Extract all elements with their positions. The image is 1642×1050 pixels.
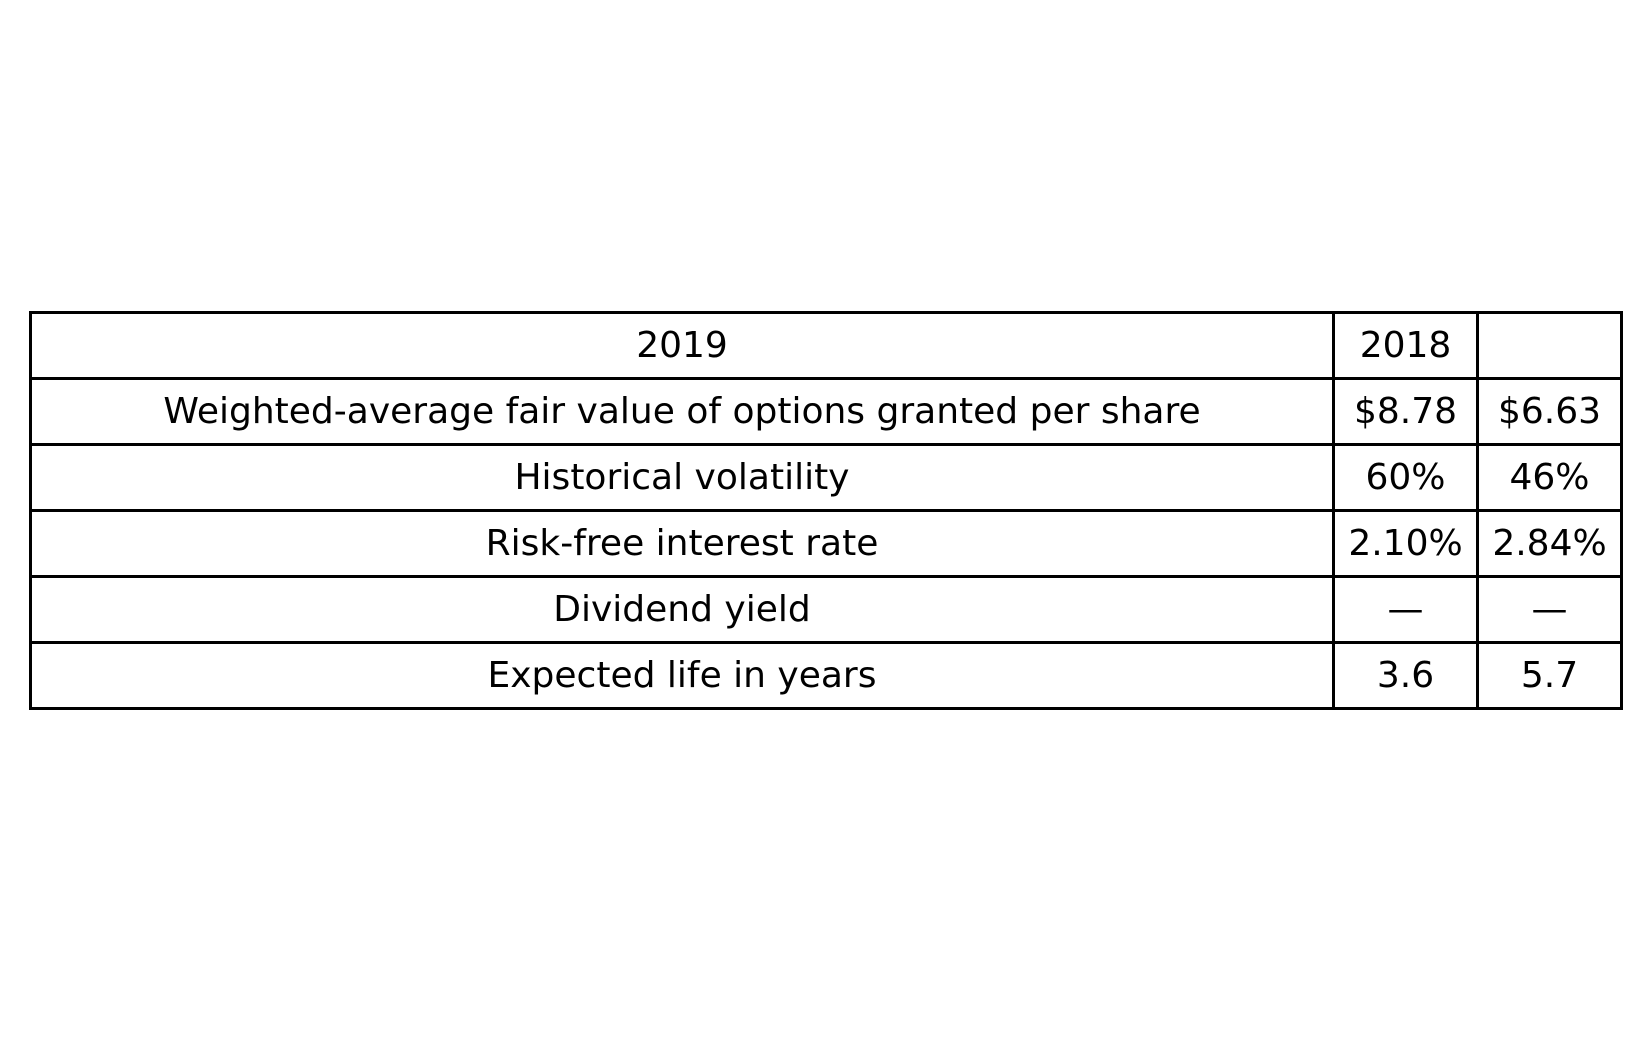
table-header-row: 2019 2018	[29, 311, 1623, 380]
table-row: Weighted-average fair value of options g…	[29, 377, 1623, 446]
table-row: Expected life in years 3.6 5.7	[29, 641, 1623, 710]
row-label-cell: Expected life in years	[29, 641, 1335, 710]
row-label-cell: Historical volatility	[29, 443, 1335, 512]
value-cell: $8.78	[1332, 377, 1479, 446]
table-row: Dividend yield — —	[29, 575, 1623, 644]
value-cell: 2.84%	[1476, 509, 1623, 578]
value-cell: 60%	[1332, 443, 1479, 512]
data-table: 2019 2018 Weighted-average fair value of…	[29, 311, 1623, 710]
header-cell	[1476, 311, 1623, 380]
table-row: Historical volatility 60% 46%	[29, 443, 1623, 512]
data-table-container: 2019 2018 Weighted-average fair value of…	[29, 311, 1623, 710]
header-cell: 2018	[1332, 311, 1479, 380]
value-cell: 2.10%	[1332, 509, 1479, 578]
row-label-cell: Weighted-average fair value of options g…	[29, 377, 1335, 446]
row-label-cell: Risk-free interest rate	[29, 509, 1335, 578]
value-cell: $6.63	[1476, 377, 1623, 446]
row-label-cell: Dividend yield	[29, 575, 1335, 644]
value-cell: 46%	[1476, 443, 1623, 512]
value-cell: —	[1476, 575, 1623, 644]
table-row: Risk-free interest rate 2.10% 2.84%	[29, 509, 1623, 578]
value-cell: —	[1332, 575, 1479, 644]
header-cell: 2019	[29, 311, 1335, 380]
value-cell: 5.7	[1476, 641, 1623, 710]
value-cell: 3.6	[1332, 641, 1479, 710]
